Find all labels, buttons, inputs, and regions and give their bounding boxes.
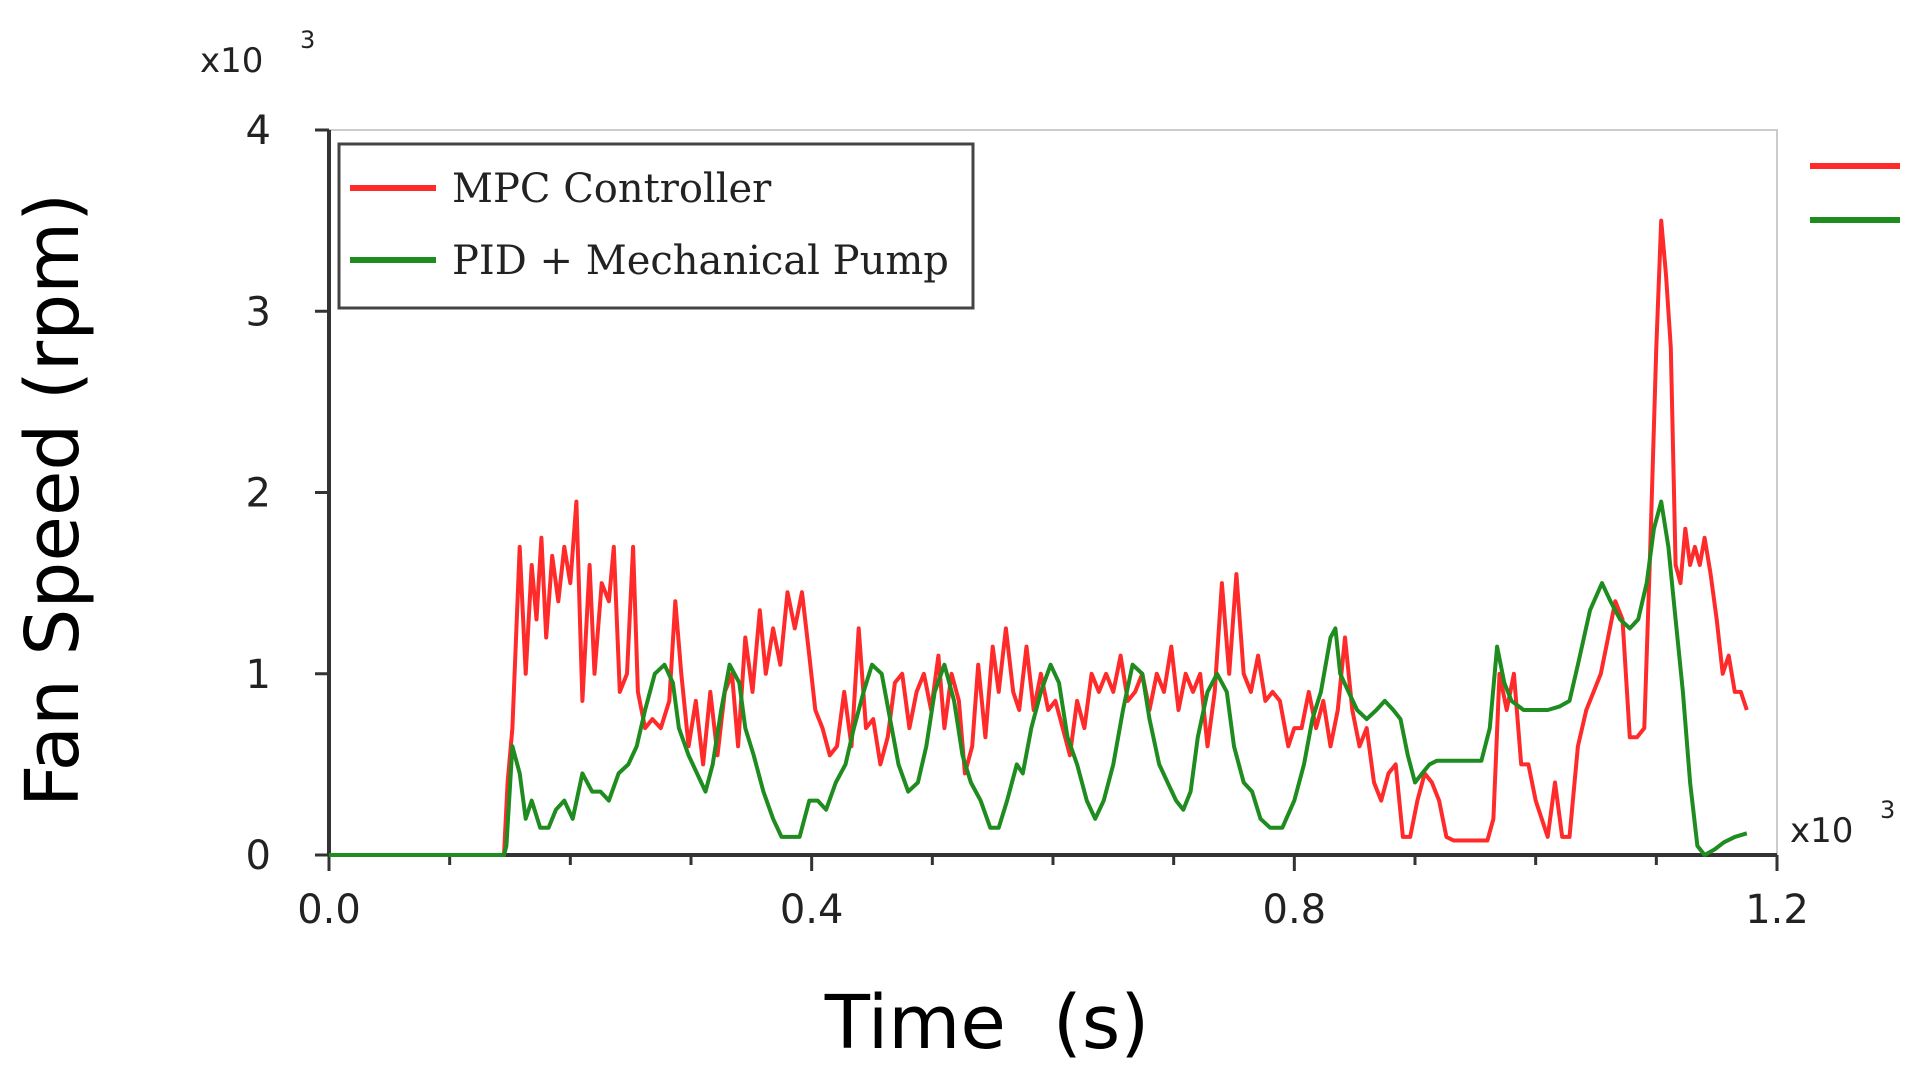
y-tick-label: 4 <box>246 108 271 154</box>
x-tick-label: 0.4 <box>780 887 844 933</box>
legend-label-mpc: MPC Controller <box>452 166 772 212</box>
x-axis-title: Time (s) <box>824 980 1149 1066</box>
axis-ticks <box>315 128 1779 871</box>
x-multiplier: x10 <box>1790 811 1853 851</box>
legend-box <box>337 142 975 310</box>
axis-tick-labels: 0.0 0.4 0.8 1.2 0 1 2 3 4 <box>246 108 1809 933</box>
x-tick-label: 0.0 <box>297 887 361 933</box>
y-tick-label: 1 <box>246 652 271 698</box>
y-tick-label: 2 <box>246 471 271 517</box>
series-layer <box>329 218 1749 857</box>
x-tick-label: 1.2 <box>1745 887 1809 933</box>
y-multiplier: x10 <box>200 41 263 81</box>
y-tick-label: 3 <box>246 289 271 335</box>
legend: MPC Controller PID + Mechanical Pump <box>337 142 975 310</box>
x-tick-label: 0.8 <box>1263 887 1327 933</box>
series-line-pid-mechanical-pump <box>329 499 1748 857</box>
x-multiplier-exponent: 3 <box>1880 796 1895 824</box>
y-tick-label: 0 <box>246 833 271 879</box>
legend-label-pid: PID + Mechanical Pump <box>452 238 949 284</box>
y-multiplier-exponent: 3 <box>300 26 315 54</box>
y-axis-title: Fan Speed (rpm) <box>10 193 96 807</box>
series-line-mpc-controller <box>329 218 1749 857</box>
